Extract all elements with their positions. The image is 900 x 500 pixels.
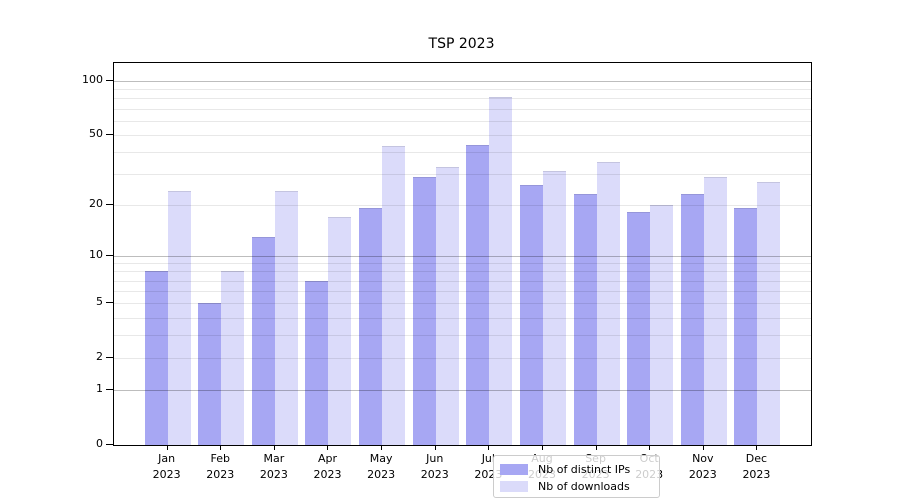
x-tick-year: 2023 [206,468,235,481]
x-tick-month: Mar [263,452,285,465]
x-tick-month: Dec [745,452,768,465]
bar-ips-sep [573,194,597,445]
x-tick-mark-nov [702,445,704,450]
bar-ips-may [359,208,383,445]
bar-ips-jul [466,144,490,445]
y-tick-label-10: 10 [89,247,103,261]
x-tick-month: Jan [158,452,176,465]
gridline-y-90 [114,89,811,91]
bar-downloads-feb [221,271,245,445]
y-tick-label-1: 1 [96,381,103,395]
x-tick-month: Jul [481,452,495,465]
x-tick-month: Apr [317,452,337,465]
legend-row-1: Nb of downloads [500,478,651,495]
legend-row-0: Nb of distinct IPs [500,461,651,478]
x-tick-year: 2023 [688,468,717,481]
x-tick-mark-apr [327,445,329,450]
y-tick-label-5: 5 [96,295,103,309]
bar-downloads-jul [489,97,513,445]
gridline-y-40 [114,151,811,153]
x-tick-mark-sep [595,445,597,450]
x-tick-label-apr: Apr 2023 [295,451,359,483]
bar-ips-nov [680,194,704,445]
x-tick-label-nov: Nov 2023 [671,451,735,483]
bar-ips-feb [198,303,222,445]
x-tick-mark-feb [220,445,222,450]
x-tick-label-may: May 2023 [349,451,413,483]
y-tick-mark-20 [106,203,113,205]
y-tick-mark-5 [106,302,113,304]
y-tick-label-20: 20 [89,196,103,210]
y-tick-label-0: 0 [96,436,103,450]
x-tick-label-feb: Feb 2023 [188,451,252,483]
x-tick-year: 2023 [313,468,342,481]
y-tick-label-2: 2 [96,349,103,363]
x-tick-mark-mar [273,445,275,450]
legend-label-1: Nb of downloads [538,480,630,493]
x-tick-month: May [369,452,393,465]
gridline-y-30 [114,173,811,175]
x-tick-year: 2023 [742,468,771,481]
bar-ips-jun [412,176,436,445]
gridline-y-50 [114,134,811,136]
legend-label-0: Nb of distinct IPs [538,463,631,476]
x-tick-mark-oct [649,445,651,450]
x-tick-mark-aug [541,445,543,450]
gridline-y-100 [114,80,811,82]
legend: Nb of distinct IPs Nb of downloads [493,455,660,498]
x-tick-mark-jan [166,445,168,450]
x-tick-year: 2023 [367,468,396,481]
bar-downloads-oct [650,204,674,445]
bar-downloads-mar [274,190,298,445]
bar-ips-mar [251,236,275,445]
y-tick-label-50: 50 [89,126,103,140]
y-tick-mark-10 [106,254,113,256]
bar-ips-oct [627,212,651,445]
chart-title: TSP 2023 [428,36,495,52]
gridline-y-60 [114,120,811,122]
bar-downloads-aug [542,171,566,445]
plot-area: Nb of distinct IPs Nb of downloads [113,62,812,498]
y-tick-mark-1 [106,388,113,390]
y-tick-mark-100 [106,79,113,81]
x-tick-month: Nov [692,452,714,465]
x-tick-mark-dec [756,445,758,450]
y-tick-label-100: 100 [82,72,103,86]
x-tick-mark-jul [488,445,490,450]
legend-swatch-0 [500,464,528,475]
x-tick-label-mar: Mar 2023 [242,451,306,483]
x-tick-month: Feb [210,452,230,465]
bar-downloads-sep [596,162,620,445]
x-tick-label-dec: Dec 2023 [724,451,788,483]
bar-downloads-may [382,146,406,445]
y-tick-mark-0 [106,443,113,445]
bar-ips-aug [519,184,543,445]
bar-downloads-apr [328,216,352,445]
bar-ips-dec [734,208,758,445]
x-tick-month: Jun [426,452,444,465]
legend-swatch-1 [500,481,528,492]
bar-downloads-jan [167,190,191,445]
bar-ips-apr [305,280,329,445]
y-tick-mark-2 [106,356,113,358]
bar-downloads-dec [757,181,781,445]
y-tick-mark-50 [106,133,113,135]
x-tick-year: 2023 [259,468,288,481]
x-tick-label-jan: Jan 2023 [135,451,199,483]
x-tick-label-jun: Jun 2023 [403,451,467,483]
bar-ips-jan [144,271,168,445]
gridline-y-70 [114,108,811,110]
bar-downloads-jun [435,166,459,445]
x-tick-mark-may [381,445,383,450]
bar-downloads-nov [703,176,727,445]
gridline-y-80 [114,98,811,100]
x-tick-mark-jun [434,445,436,450]
x-tick-year: 2023 [420,468,449,481]
x-tick-year: 2023 [152,468,181,481]
